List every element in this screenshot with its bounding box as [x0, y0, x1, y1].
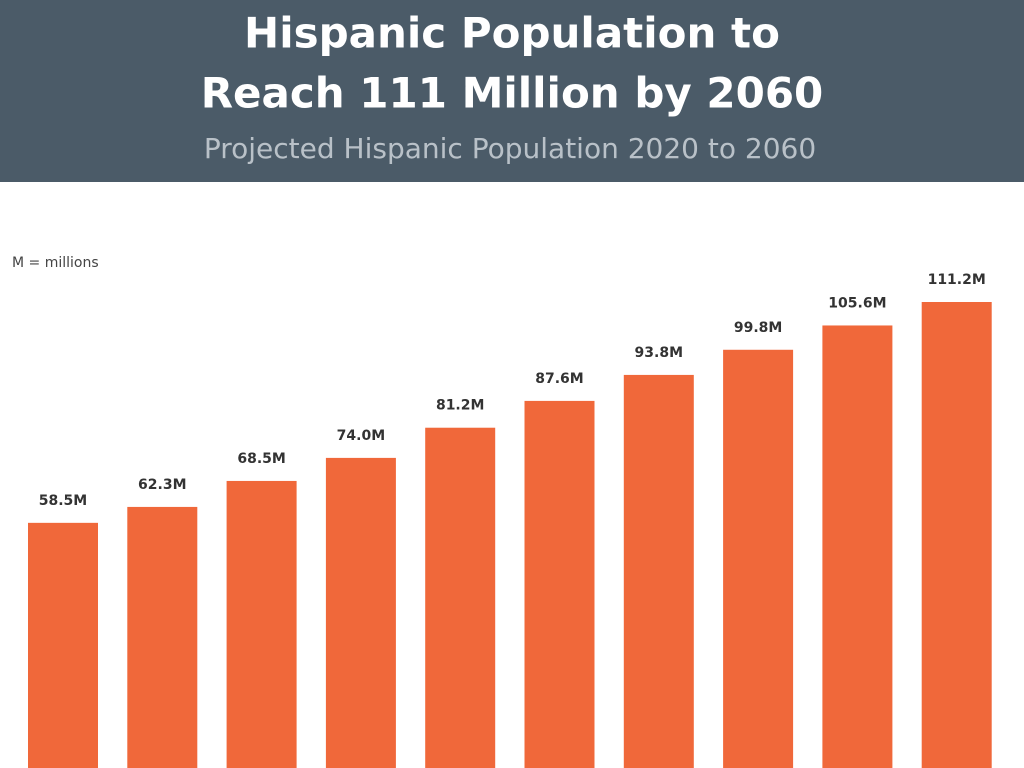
- chart-subtitle: Projected Hispanic Population 2020 to 20…: [204, 132, 816, 165]
- value-label: 81.2M: [436, 398, 484, 414]
- bar: [325, 457, 396, 768]
- bar: [524, 400, 595, 768]
- value-label: 58.5M: [39, 493, 87, 509]
- bar: [28, 522, 98, 768]
- bar: [921, 302, 992, 768]
- bar: [127, 506, 198, 768]
- value-label: 105.6M: [828, 295, 886, 311]
- value-label: 111.2M: [928, 272, 986, 288]
- value-label: 62.3M: [138, 477, 186, 493]
- bar: [623, 374, 694, 768]
- value-label: 99.8M: [734, 320, 782, 336]
- value-label: 87.6M: [535, 371, 583, 387]
- chart-title: Hispanic Population to: [244, 9, 780, 58]
- value-label: 68.5M: [237, 451, 285, 467]
- bar: [723, 349, 794, 768]
- header-band: [0, 0, 1024, 182]
- bar: [822, 325, 893, 768]
- value-label: 74.0M: [337, 428, 385, 444]
- unit-note: M = millions: [12, 255, 99, 271]
- bar: [226, 480, 297, 768]
- value-label: 93.8M: [635, 345, 683, 361]
- bar: [425, 427, 496, 768]
- chart-title: Reach 111 Million by 2060: [201, 69, 824, 118]
